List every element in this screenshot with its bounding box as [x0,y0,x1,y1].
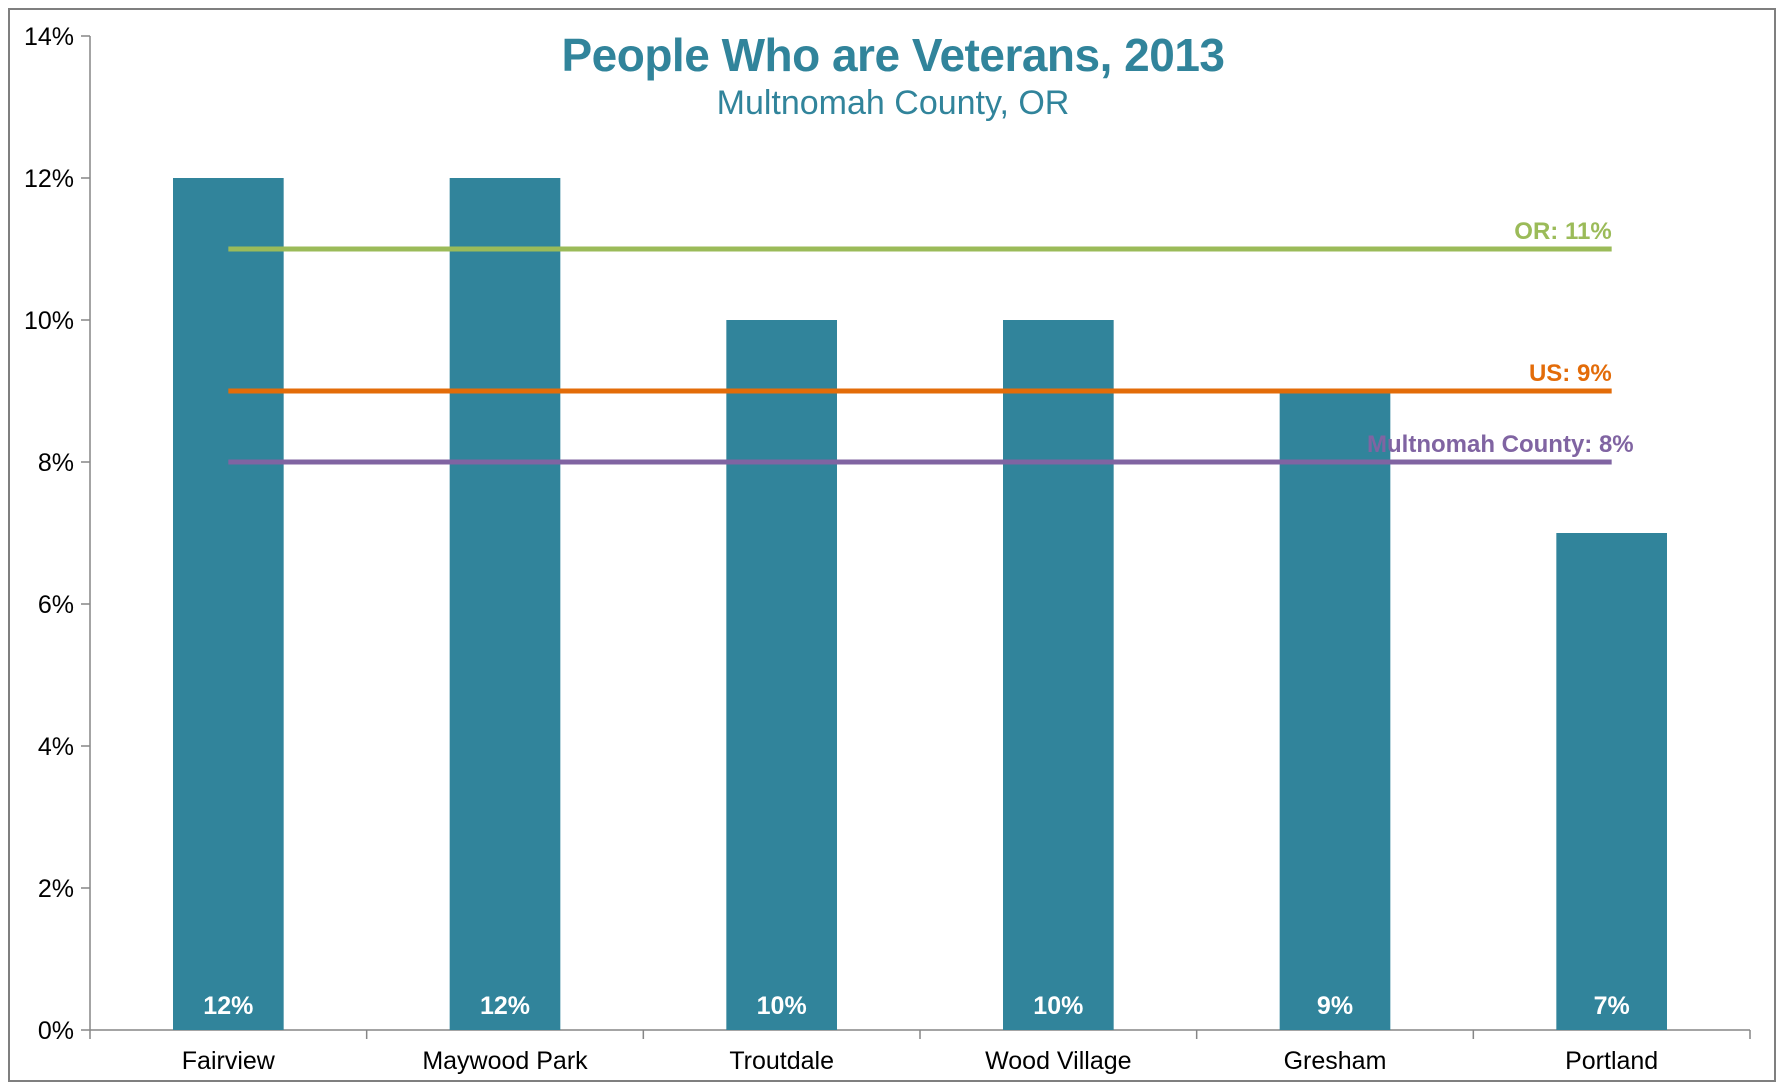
data-label: 10% [1033,992,1083,1020]
y-tick-label: 14% [24,23,74,51]
y-tick-label: 2% [38,875,74,903]
y-tick-label: 10% [24,307,74,335]
bar [1556,533,1667,1030]
x-tick-label: Wood Village [985,1047,1131,1075]
data-label: 7% [1594,992,1630,1020]
y-tick-label: 0% [38,1017,74,1045]
chart-frame [8,8,1776,1082]
data-label: 12% [480,992,530,1020]
bar [173,178,284,1030]
data-label: 10% [757,992,807,1020]
chart-subtitle: Multnomah County, OR [716,84,1070,122]
bar [449,178,561,1030]
data-label: 9% [1317,992,1353,1020]
reference-line-label: Multnomah County: 8% [1367,431,1634,458]
y-tick-label: 8% [38,449,74,477]
x-tick-label: Troutdale [729,1047,834,1075]
x-tick-label: Fairview [182,1047,276,1075]
reference-line-label: OR: 11% [1514,218,1611,245]
y-tick-label: 4% [38,733,74,761]
chart-title: People Who are Veterans, 2013 [561,29,1225,81]
y-tick-label: 6% [38,591,74,619]
x-tick-label: Portland [1565,1047,1658,1075]
x-tick-label: Gresham [1284,1047,1387,1075]
bar [726,320,837,1030]
bar [1003,320,1114,1030]
bar [1279,391,1391,1030]
y-tick-label: 12% [24,165,74,193]
x-tick-label: Maywood Park [422,1047,588,1075]
reference-line-label: US: 9% [1529,360,1612,387]
data-label: 12% [203,992,253,1020]
